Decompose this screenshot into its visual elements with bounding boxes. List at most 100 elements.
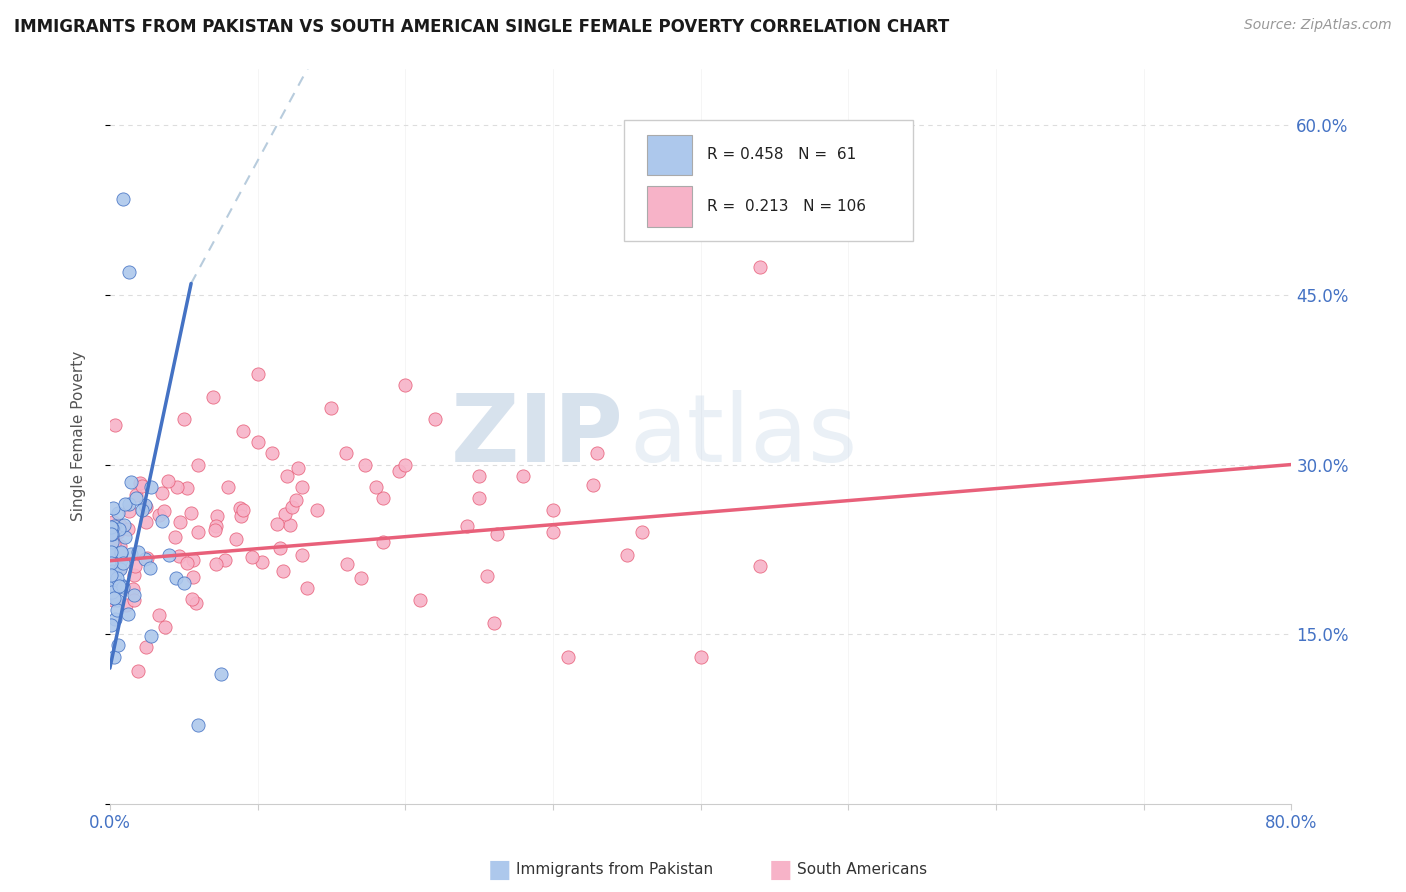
Point	[305, 503, 328, 517]
Point	[150, 514, 173, 528]
FancyBboxPatch shape	[648, 186, 692, 227]
Point	[232, 424, 254, 438]
Point	[110, 539, 132, 553]
Text: South Americans: South Americans	[797, 863, 928, 877]
Point	[103, 572, 125, 586]
Text: ■: ■	[769, 858, 792, 881]
Point	[586, 446, 609, 460]
Point	[100, 545, 122, 559]
Text: R =  0.213   N = 106: R = 0.213 N = 106	[707, 199, 866, 214]
Point	[291, 548, 314, 562]
Point	[364, 480, 387, 494]
Point	[423, 412, 446, 426]
Point	[169, 515, 191, 529]
Point	[134, 499, 156, 513]
Point	[468, 468, 491, 483]
Point	[335, 446, 357, 460]
Point	[409, 593, 432, 607]
Point	[262, 446, 284, 460]
Point	[100, 546, 122, 560]
Point	[187, 458, 209, 472]
Point	[274, 507, 297, 521]
Point	[100, 556, 122, 570]
Point	[229, 508, 252, 523]
Point	[100, 521, 122, 535]
Point	[107, 523, 129, 537]
Point	[122, 592, 145, 607]
Point	[110, 545, 132, 559]
Point	[276, 468, 298, 483]
Point	[101, 593, 124, 607]
Point	[135, 515, 157, 529]
Point	[486, 526, 509, 541]
Point	[187, 718, 209, 732]
Point	[103, 500, 125, 515]
Point	[157, 475, 180, 489]
Point	[100, 618, 122, 632]
Point	[205, 519, 228, 533]
Point	[111, 580, 134, 594]
Point	[630, 525, 652, 540]
Point	[101, 586, 124, 600]
Point	[118, 504, 141, 518]
Point	[115, 599, 138, 613]
Point	[225, 533, 247, 547]
Point	[512, 468, 534, 483]
Point	[103, 649, 125, 664]
Point	[101, 515, 124, 529]
Point	[120, 547, 142, 561]
Point	[135, 500, 157, 514]
Point	[103, 591, 125, 606]
Text: R = 0.458   N =  61: R = 0.458 N = 61	[707, 147, 856, 162]
Point	[110, 546, 132, 560]
Text: Immigrants from Pakistan: Immigrants from Pakistan	[516, 863, 713, 877]
Point	[321, 401, 343, 415]
Point	[108, 517, 131, 532]
Point	[148, 508, 170, 522]
Point	[136, 551, 159, 566]
Point	[153, 620, 176, 634]
Point	[131, 478, 153, 492]
Point	[689, 649, 711, 664]
Text: Source: ZipAtlas.com: Source: ZipAtlas.com	[1244, 18, 1392, 32]
Point	[180, 506, 202, 520]
Point	[482, 615, 505, 630]
Point	[141, 629, 163, 643]
Point	[582, 477, 605, 491]
Point	[105, 603, 128, 617]
Point	[354, 458, 377, 473]
Point	[246, 367, 269, 381]
Point	[112, 192, 135, 206]
Point	[163, 530, 186, 544]
Point	[101, 523, 124, 537]
Point	[280, 518, 302, 533]
Point	[127, 545, 149, 559]
Point	[232, 503, 254, 517]
Point	[373, 491, 395, 506]
Point	[204, 524, 226, 538]
Text: ZIP: ZIP	[451, 391, 624, 483]
Point	[468, 491, 491, 506]
Point	[134, 551, 156, 566]
Point	[184, 596, 207, 610]
Point	[181, 552, 204, 566]
FancyBboxPatch shape	[648, 135, 692, 175]
Point	[475, 569, 498, 583]
Point	[183, 570, 205, 584]
Point	[114, 497, 136, 511]
Point	[394, 458, 416, 472]
Point	[103, 578, 125, 592]
Point	[125, 488, 148, 502]
Point	[157, 548, 180, 562]
Point	[127, 665, 149, 679]
Point	[104, 417, 127, 432]
Point	[101, 527, 124, 541]
Point	[350, 571, 373, 585]
Point	[112, 517, 135, 532]
Point	[118, 497, 141, 511]
Point	[110, 562, 132, 576]
Text: ■: ■	[488, 858, 510, 881]
Point	[204, 557, 226, 571]
Point	[373, 535, 395, 549]
Point	[335, 558, 357, 572]
